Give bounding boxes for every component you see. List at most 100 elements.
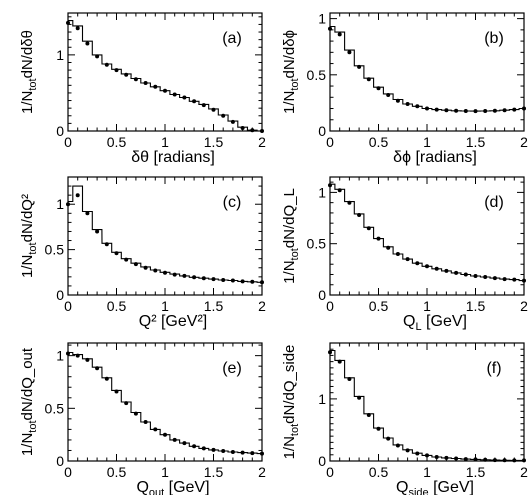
data-point: [463, 109, 468, 113]
data-point: [415, 451, 420, 456]
x-axis: 0 0.5 1 1.5 2: [326, 343, 528, 480]
data-point: [114, 389, 119, 394]
data-point: [163, 88, 167, 93]
x-tick-label: 0.5: [107, 134, 127, 150]
data-point: [95, 54, 100, 59]
data-point: [250, 279, 255, 284]
data-point: [512, 107, 517, 112]
data-point: [163, 270, 167, 275]
data-point: [444, 455, 449, 460]
data-point: [240, 126, 245, 130]
x-tick-label: 0: [326, 134, 334, 150]
data-point: [405, 448, 410, 453]
panel-c: 0 0.5 1 1.5 200.51 (c)Q² [GeV²]1/NtotdN/dQ²: [19, 176, 266, 330]
data-point: [230, 278, 235, 283]
data-point: [201, 103, 206, 108]
data-point: [85, 41, 90, 46]
panel-label: (e): [222, 360, 242, 377]
data-point: [522, 106, 526, 111]
data-point: [522, 278, 526, 283]
x-tick-label: 1: [423, 464, 431, 480]
y-axis: 00.51: [307, 181, 524, 303]
data-point: [434, 107, 439, 112]
data-point: [221, 113, 226, 118]
data-point: [483, 109, 488, 113]
x-tick-label: 1: [423, 134, 431, 150]
data-point: [211, 107, 216, 112]
data-point: [192, 99, 197, 104]
data-point: [104, 62, 109, 67]
panel-f: 0 0.5 1 1.5 201(f)Qside [GeV]1/NtotdN/dQ_sid…: [281, 342, 528, 495]
panel-b: 0 0.5 1 1.5 200.51(b)δϕ [radians]1/NtotdN/dδ…: [281, 11, 528, 166]
x-tick-label: 1.5: [466, 298, 486, 314]
x-axis-label: QL [GeV]: [403, 313, 467, 333]
y-tick-label: 1: [56, 47, 64, 63]
data-point: [172, 272, 177, 277]
data-point: [143, 265, 148, 270]
x-tick-label: 1.5: [466, 464, 486, 480]
x-axis: 0 0.5 1 1.5 2: [326, 177, 528, 314]
data-point: [328, 26, 332, 31]
panel-label: (f): [486, 360, 501, 377]
data-point: [366, 413, 371, 417]
data-points: [66, 20, 264, 133]
x-tick-label: 0.5: [369, 134, 389, 150]
data-point: [425, 106, 429, 111]
y-tick-label: 0.5: [307, 236, 327, 252]
panel-label: (a): [222, 30, 242, 47]
y-tick-label: 0.5: [45, 242, 65, 258]
data-point: [357, 395, 362, 400]
x-tick-label: 0: [326, 298, 334, 314]
data-point: [483, 457, 488, 462]
data-point: [366, 77, 371, 82]
data-point: [502, 108, 507, 113]
x-tick-label: 0: [64, 134, 72, 150]
x-tick-label: 2: [258, 134, 266, 150]
data-point: [143, 420, 148, 424]
data-point: [405, 257, 410, 262]
y-axis: 00.51: [307, 11, 524, 139]
data-point: [463, 272, 468, 277]
x-axis: 0 0.5 1 1.5 2: [64, 177, 266, 314]
data-point: [415, 104, 420, 109]
x-tick-label: 1: [423, 298, 431, 314]
data-point: [260, 451, 264, 456]
y-tick-label: 0: [56, 123, 64, 139]
data-point: [395, 98, 400, 103]
data-point: [104, 242, 109, 247]
data-point: [104, 376, 109, 381]
y-tick-label: 0: [318, 453, 326, 469]
data-point: [75, 26, 80, 31]
data-point: [172, 437, 177, 442]
x-tick-label: 2: [258, 298, 266, 314]
data-point: [483, 275, 488, 279]
x-tick-label: 0.5: [369, 298, 389, 314]
panel-a: 0 0.5 1 1.5 201(a)δθ [radians]1/NtotdN/dδθ: [19, 12, 266, 166]
data-point: [230, 119, 235, 124]
x-axis-label: δθ [radians]: [131, 149, 215, 166]
x-tick-label: 2: [520, 464, 528, 480]
data-points: [328, 350, 526, 463]
y-tick-label: 1: [56, 348, 64, 364]
data-point: [492, 108, 497, 113]
x-tick-label: 2: [520, 298, 528, 314]
data-point: [192, 444, 197, 449]
data-point: [444, 108, 449, 113]
y-tick-label: 0.5: [307, 67, 327, 83]
y-axis: 01: [56, 16, 262, 139]
data-point: [182, 273, 187, 278]
data-points: [328, 183, 526, 283]
data-point: [395, 252, 400, 256]
x-axis-label: Qout [GeV]: [136, 479, 209, 495]
panel-label: (d): [484, 194, 504, 211]
data-point: [153, 427, 158, 432]
y-tick-label: 0: [318, 123, 326, 139]
y-axis-label: 1/NtotdN/dQ_out: [19, 347, 39, 456]
data-point: [502, 277, 507, 282]
y-axis-label: 1/NtotdN/dQ_L: [281, 188, 301, 284]
data-point: [395, 443, 400, 448]
data-point: [124, 401, 129, 406]
y-axis: 00.51: [45, 176, 262, 303]
data-point: [182, 441, 187, 446]
